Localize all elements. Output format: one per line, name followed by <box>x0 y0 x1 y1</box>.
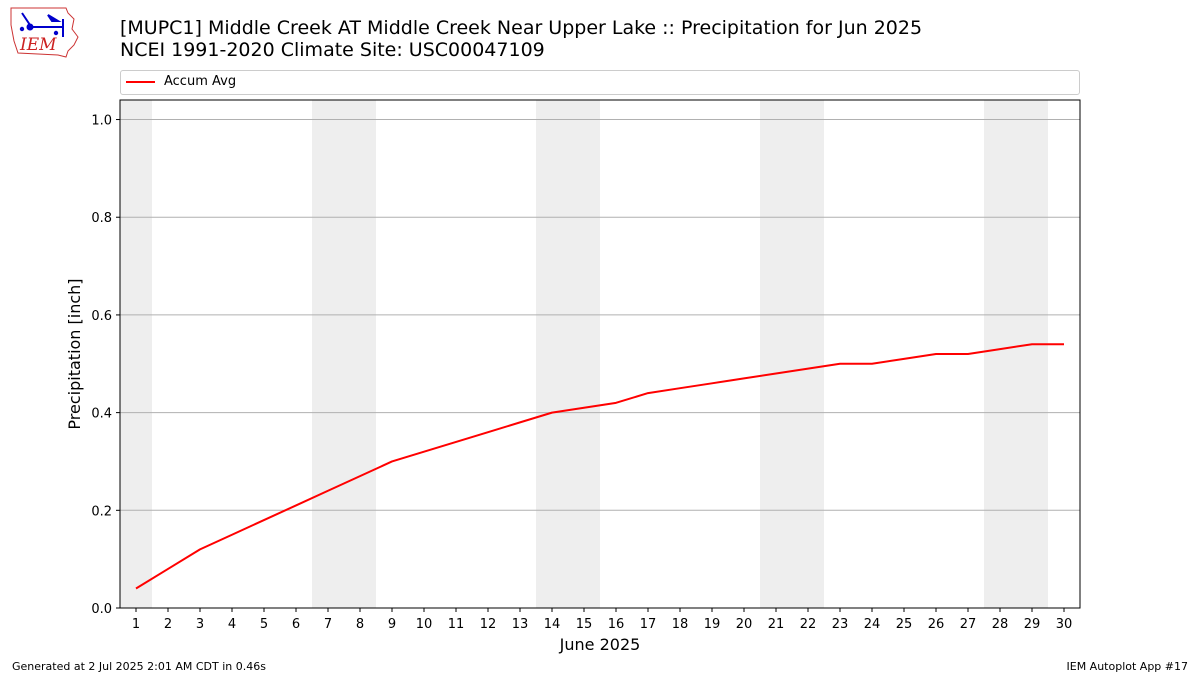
x-tick-label: 5 <box>260 617 268 632</box>
x-axis-label: June 2025 <box>559 635 641 654</box>
x-tick-label: 28 <box>992 617 1009 632</box>
x-tick-label: 11 <box>448 617 465 632</box>
x-tick-label: 23 <box>832 617 849 632</box>
x-axis-ticks: 1 2 3 4 5 6 7 8 9 10 11 12 13 14 15 16 17 18 19 20 21 22 23 24 2… <box>132 608 1072 632</box>
weekend-band <box>984 100 1048 608</box>
x-tick-label: 24 <box>864 617 881 632</box>
chart-title: [MUPC1] Middle Creek AT Middle Creek Nea… <box>120 17 923 39</box>
y-axis-label: Precipitation [inch] <box>65 278 84 429</box>
y-tick-label: 1.0 <box>91 114 112 129</box>
x-tick-label: 22 <box>800 617 817 632</box>
x-tick-label: 3 <box>196 617 204 632</box>
x-tick-label: 13 <box>512 617 529 632</box>
y-tick-label: 0.4 <box>91 407 112 422</box>
x-tick-label: 18 <box>672 617 689 632</box>
series-line-accum-avg <box>135 343 1064 590</box>
plot-frame <box>119 99 1081 609</box>
x-tick-label: 20 <box>736 617 753 632</box>
legend-label-accum-avg: Accum Avg <box>164 74 237 89</box>
series-layer <box>135 343 1064 590</box>
x-tick-label: 4 <box>228 617 236 632</box>
app-credit: IEM Autoplot App #17 <box>1066 660 1189 673</box>
x-tick-label: 10 <box>416 617 433 632</box>
x-tick-label: 1 <box>132 617 140 632</box>
weekend-band <box>760 100 824 608</box>
x-tick-label: 6 <box>292 617 300 632</box>
weekend-band <box>120 100 152 608</box>
weekend-band <box>312 100 376 608</box>
weekend-band <box>536 100 600 608</box>
y-tick-label: 0.6 <box>91 309 112 324</box>
legend: Accum Avg <box>120 70 1080 95</box>
x-tick-label: 12 <box>480 617 497 632</box>
x-tick-label: 29 <box>1024 617 1041 632</box>
x-tick-label: 19 <box>704 617 721 632</box>
x-tick-label: 26 <box>928 617 945 632</box>
x-tick-label: 27 <box>960 617 977 632</box>
x-tick-label: 25 <box>896 617 913 632</box>
x-tick-label: 16 <box>608 617 625 632</box>
legend-line-swatch <box>126 81 155 83</box>
x-tick-label: 30 <box>1056 617 1073 632</box>
x-tick-label: 21 <box>768 617 785 632</box>
x-tick-label: 9 <box>388 617 396 632</box>
x-tick-label: 17 <box>640 617 657 632</box>
y-axis-ticks: 0.0 0.2 0.4 0.6 0.8 1.0 <box>91 114 120 617</box>
generated-timestamp: Generated at 2 Jul 2025 2:01 AM CDT in 0… <box>12 660 266 673</box>
x-tick-label: 7 <box>324 617 332 632</box>
x-tick-label: 8 <box>356 617 364 632</box>
iem-logo: IEM <box>10 7 79 58</box>
y-tick-label: 0.2 <box>91 504 112 519</box>
x-tick-label: 2 <box>164 617 172 632</box>
y-tick-label: 0.0 <box>91 602 112 617</box>
x-tick-label: 14 <box>544 617 561 632</box>
chart-subtitle: NCEI 1991-2020 Climate Site: USC00047109 <box>120 39 545 61</box>
logo-text: IEM <box>19 35 57 55</box>
x-tick-label: 15 <box>576 617 593 632</box>
weekend-bands <box>120 100 1048 608</box>
y-tick-label: 0.8 <box>91 211 112 226</box>
